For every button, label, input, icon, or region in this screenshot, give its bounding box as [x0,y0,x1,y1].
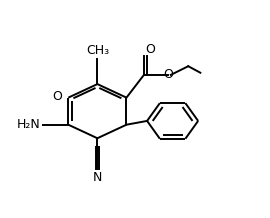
Text: H₂N: H₂N [17,118,41,131]
Text: O: O [53,90,62,103]
Text: N: N [93,171,102,184]
Text: O: O [145,43,155,56]
Text: CH₃: CH₃ [86,44,109,58]
Text: O: O [163,68,173,81]
